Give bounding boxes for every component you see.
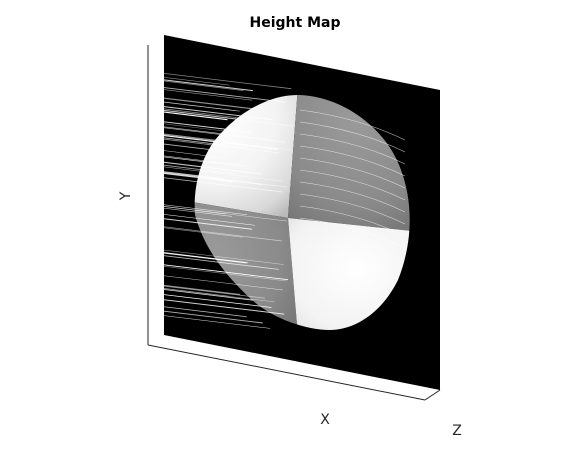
surface-streaks [164, 72, 406, 329]
streak-arc [299, 217, 406, 249]
streak-line [164, 299, 285, 315]
streak-line [164, 171, 225, 180]
streak-arc [299, 181, 406, 213]
streak-line [164, 126, 272, 140]
streak-line [164, 79, 253, 92]
streak-line [164, 87, 286, 103]
streak-line [164, 150, 226, 159]
streak-line [164, 143, 227, 152]
y-axis-label: Y [118, 191, 134, 201]
streak-line [164, 123, 252, 135]
streak-line [164, 306, 247, 318]
streak-line [164, 110, 294, 127]
streak-line [164, 77, 230, 86]
chart-title: Height Map [250, 15, 341, 31]
streak-line [164, 275, 284, 291]
streak-line [164, 288, 275, 303]
x-axis-line [147, 344, 426, 401]
streak-line [164, 133, 241, 144]
streak-line [164, 284, 241, 296]
streak-line [164, 207, 233, 217]
streak-line [164, 315, 271, 329]
streak-line [164, 206, 226, 215]
streak-line [164, 204, 248, 215]
streak-arc [299, 121, 406, 153]
streak-line [164, 218, 253, 230]
streak-line [164, 288, 230, 297]
streak-line [164, 164, 237, 175]
z-axis-label: Z [452, 423, 462, 439]
streak-arc [299, 145, 406, 177]
streak-line [164, 155, 249, 167]
streak-line [164, 265, 287, 282]
streak-arc [299, 133, 406, 165]
streak-line [164, 121, 252, 133]
streak-line [164, 294, 272, 308]
streak-line [164, 285, 266, 299]
streak-line [164, 89, 253, 101]
streak-line [164, 249, 284, 265]
streak-line [164, 106, 274, 121]
streak-line [164, 127, 286, 143]
streak-line [164, 102, 236, 111]
streak-line [164, 206, 288, 222]
streak-line [164, 255, 279, 270]
x-axis-label: X [320, 412, 330, 428]
streak-line [164, 135, 278, 150]
streak-arc [299, 193, 406, 225]
streak-line [164, 108, 258, 121]
streak-arc [299, 109, 406, 141]
streak-line [164, 289, 254, 301]
streak-line [164, 137, 249, 149]
streak-line [164, 156, 241, 167]
streak-line [164, 138, 279, 154]
streak-line [164, 172, 263, 186]
streak-line [164, 172, 233, 183]
streak-line [164, 166, 283, 182]
streak-line [164, 72, 292, 90]
streak-line [164, 227, 243, 238]
streak-line [164, 177, 283, 193]
streak-line [164, 161, 262, 175]
streak-line [164, 171, 287, 188]
streak-line [164, 109, 239, 120]
streak-line [164, 252, 246, 264]
streak-line [164, 310, 263, 324]
streak-line [164, 97, 256, 110]
z-axis-line [424, 389, 441, 401]
streak-line [164, 226, 283, 242]
streak-line [164, 214, 255, 226]
streak-arc [299, 169, 406, 201]
streak-line [164, 80, 244, 91]
streak-arc [299, 205, 406, 237]
streak-line [164, 111, 228, 121]
streak-arc [299, 157, 406, 189]
streak-line [164, 134, 292, 151]
streak-line [164, 264, 289, 281]
